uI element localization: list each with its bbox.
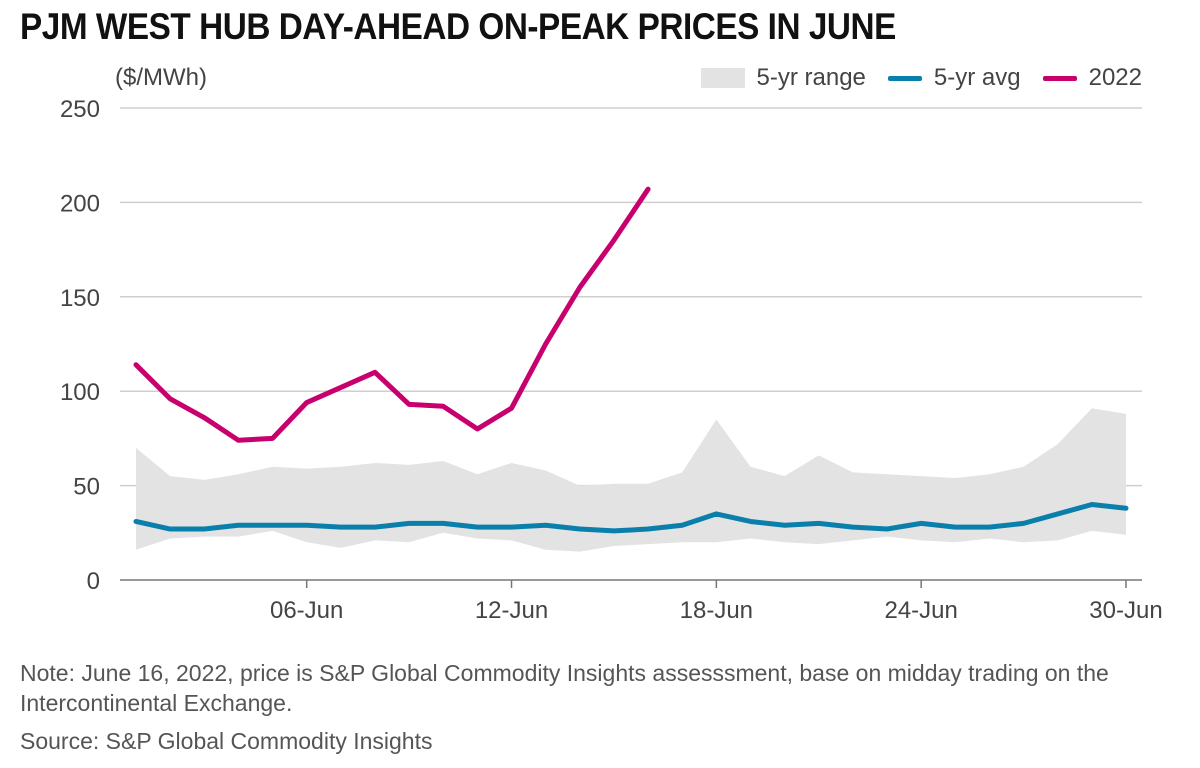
y-tick-label: 100 [60, 379, 100, 406]
series-line-5-yr-avg [133, 501, 1129, 534]
gridlines [120, 107, 1142, 487]
range-band-area [136, 408, 1126, 552]
legend-label-range: 5-yr range [756, 64, 866, 91]
legend-item-range: 5-yr range [700, 64, 866, 92]
legend-item-avg: 5-yr avg [887, 64, 1021, 92]
x-tick-label: 18-Jun [680, 597, 753, 624]
range-band [136, 408, 1126, 552]
y-axis-unit-label: ($/MWh) [115, 64, 207, 91]
legend-label-2022: 2022 [1088, 64, 1142, 91]
chart-source: Source: S&P Global Commodity Insights [20, 728, 433, 754]
y-tick-label: 250 [60, 96, 100, 123]
axes: 0 50 100 150 200 250 06-Jun 12-Jun 18-Jun 24-Jun 3… [60, 96, 1163, 624]
chart-title: PJM WEST HUB DAY-AHEAD ON-PEAK PRICES IN… [20, 6, 896, 47]
x-tick-label: 30-Jun [1089, 597, 1162, 624]
legend-swatch-range [700, 68, 745, 88]
series-line-2022 [133, 186, 651, 443]
y-tick-label: 0 [87, 568, 100, 595]
x-tick-label: 06-Jun [270, 597, 343, 624]
y-tick-label: 50 [73, 474, 100, 501]
series-lines [133, 186, 1129, 534]
x-tick-label: 12-Jun [475, 597, 548, 624]
legend: 5-yr range 5-yr avg 2022 [700, 64, 1142, 92]
x-tick-label: 24-Jun [884, 597, 957, 624]
y-tick-label: 200 [60, 190, 100, 217]
legend-item-2022: 2022 [1042, 64, 1142, 92]
legend-swatch-avg [887, 75, 922, 81]
y-tick-label: 150 [60, 285, 100, 312]
legend-swatch-2022 [1042, 75, 1077, 81]
legend-label-avg: 5-yr avg [933, 64, 1021, 91]
line-chart: 0 50 100 150 200 250 06-Jun 12-Jun 18-Jun 24-Jun 3… [60, 96, 1163, 624]
chart-note: Note: June 16, 2022, price is S&P Global… [20, 660, 1109, 716]
